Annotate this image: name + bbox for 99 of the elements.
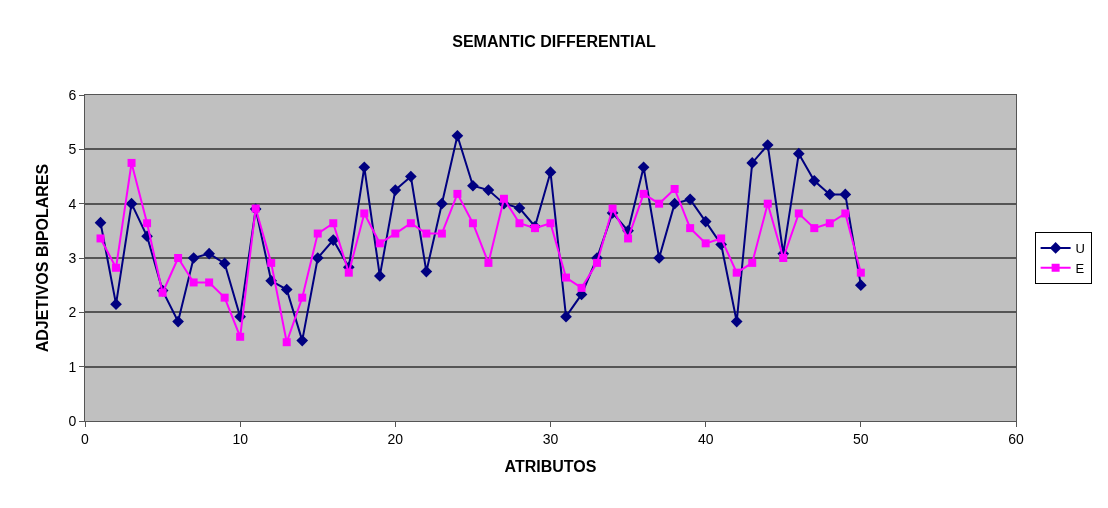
point — [187, 252, 200, 264]
point — [655, 199, 664, 208]
point — [670, 185, 679, 193]
point — [96, 234, 105, 243]
point — [296, 334, 309, 347]
point — [668, 197, 681, 210]
point — [125, 197, 138, 210]
point — [360, 209, 369, 218]
point — [686, 224, 695, 233]
point — [763, 199, 772, 208]
point — [530, 224, 539, 233]
y-tick-label: 1 — [68, 358, 77, 375]
point — [794, 209, 803, 218]
x-tick-label: 0 — [81, 430, 90, 447]
point — [344, 268, 353, 277]
point — [437, 229, 446, 238]
point — [624, 234, 633, 243]
point — [158, 288, 167, 297]
point — [792, 147, 805, 160]
point — [856, 268, 865, 277]
point — [236, 332, 245, 341]
point — [717, 234, 726, 243]
x-tick-label: 20 — [387, 430, 404, 447]
point — [468, 219, 477, 228]
point — [701, 239, 710, 248]
point — [841, 209, 850, 218]
point — [391, 229, 400, 238]
point — [467, 179, 479, 192]
x-axis-title: ATRIBUTOS — [504, 458, 597, 476]
point — [112, 263, 121, 272]
point — [499, 194, 508, 203]
x-tick-label: 50 — [853, 430, 869, 447]
point — [684, 193, 696, 206]
point — [808, 175, 821, 187]
point — [220, 293, 229, 302]
point — [329, 219, 338, 228]
x-tick-label: 30 — [542, 430, 559, 447]
point — [267, 258, 276, 267]
point — [823, 188, 836, 201]
point — [779, 254, 788, 262]
point — [732, 268, 741, 277]
point — [810, 224, 819, 233]
point — [218, 257, 231, 270]
x-tick-label: 10 — [232, 430, 249, 447]
point — [406, 219, 415, 228]
point — [203, 247, 215, 260]
point — [639, 189, 648, 198]
point — [482, 184, 495, 196]
point — [699, 215, 712, 228]
point — [127, 158, 136, 167]
point — [484, 258, 493, 267]
point — [375, 239, 384, 248]
point — [577, 283, 586, 292]
point — [825, 219, 834, 228]
point — [761, 139, 774, 151]
point — [515, 219, 524, 228]
point — [311, 252, 324, 264]
y-tick-label: 6 — [68, 86, 77, 103]
point — [143, 219, 152, 228]
point — [205, 278, 214, 287]
point — [546, 219, 555, 228]
point — [422, 229, 431, 238]
y-tick-label: 0 — [68, 412, 77, 429]
point — [748, 258, 757, 267]
point — [436, 197, 448, 210]
point — [451, 129, 464, 142]
point — [389, 184, 402, 196]
x-tick-label: 40 — [697, 430, 714, 447]
legend-label: E — [1075, 260, 1085, 276]
x-tick-label: 60 — [1008, 430, 1024, 447]
point — [608, 204, 617, 213]
point — [110, 298, 122, 311]
point — [453, 189, 462, 198]
point — [637, 161, 650, 174]
y-tick-label: 5 — [68, 141, 77, 158]
point — [854, 279, 867, 292]
point — [298, 293, 307, 302]
point — [593, 258, 602, 267]
legend-label: U — [1075, 241, 1086, 257]
point — [560, 310, 572, 323]
point — [405, 170, 417, 183]
point — [172, 315, 184, 328]
y-tick-label: 4 — [68, 195, 77, 212]
point — [562, 273, 571, 282]
point — [94, 216, 107, 229]
point — [373, 270, 386, 282]
point — [282, 338, 291, 347]
point — [513, 202, 526, 214]
y-axis-title: ADJETIVOS BIPOLARES — [34, 163, 52, 353]
point — [174, 254, 183, 262]
y-tick-label: 3 — [68, 249, 77, 266]
point — [544, 166, 557, 178]
point — [839, 188, 852, 201]
y-tick-label: 2 — [68, 304, 77, 321]
chart-title: SEMANTIC DIFFERENTIAL — [452, 32, 656, 50]
point — [189, 278, 198, 287]
point — [313, 229, 322, 238]
point — [280, 283, 293, 296]
point — [746, 157, 759, 169]
